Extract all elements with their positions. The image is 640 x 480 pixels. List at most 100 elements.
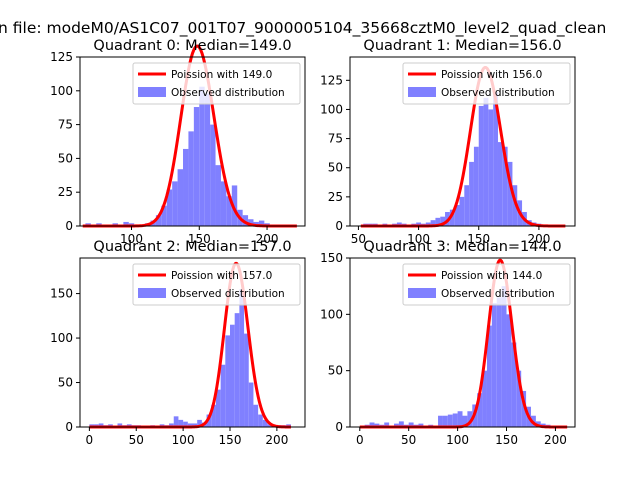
- x-tick-label-q3-4: 200: [544, 433, 567, 447]
- histogram-bar-q3-16: [442, 415, 448, 427]
- histogram-bar-q0-30: [248, 219, 254, 226]
- histogram-bar-q3-29: [506, 314, 512, 427]
- histogram-bar-q0-15: [166, 189, 173, 226]
- histogram-bar-q2-38: [267, 424, 273, 427]
- histogram-bar-q0-13: [155, 215, 162, 226]
- y-tick-label-q1-1: 25: [328, 190, 343, 204]
- histogram-bar-q0-14: [161, 205, 167, 226]
- histogram-bar-q2-27: [215, 389, 221, 427]
- histogram-bar-q2-23: [197, 419, 202, 427]
- x-tick-label-q0-2: 200: [256, 232, 279, 246]
- histogram-bar-q3-9: [408, 422, 414, 427]
- histogram-bar-q2-35: [253, 404, 259, 427]
- histogram-bar-q3-32: [521, 390, 527, 427]
- histogram-bar-q1-21: [464, 185, 470, 226]
- y-tick-label-q1-0: 0: [335, 219, 343, 233]
- histogram-bar-q2-31: [234, 313, 240, 427]
- histogram-bar-q3-19: [457, 411, 463, 427]
- histogram-bar-q3-20: [462, 415, 468, 427]
- histogram-bar-q1-31: [512, 185, 518, 226]
- histogram-bar-q1-23: [473, 146, 479, 226]
- histogram-bar-q2-26: [211, 404, 216, 427]
- x-tick-label-q2-3: 150: [219, 433, 242, 447]
- histogram-bar-q1-29: [502, 146, 508, 226]
- legend-label-observed-q3: Observed distribution: [441, 288, 555, 300]
- legend-label-poisson-q2: Poission with 157.0: [171, 270, 272, 282]
- histogram-bar-q2-37: [262, 419, 268, 427]
- legend-label-observed-q2: Observed distribution: [171, 288, 285, 300]
- histogram-bar-q3-17: [447, 414, 453, 427]
- histogram-bar-q2-6: [117, 423, 123, 427]
- x-tick-label-q2-4: 200: [265, 433, 288, 447]
- histogram-bar-q1-13: [425, 222, 431, 226]
- histogram-bar-q1-7: [396, 222, 402, 226]
- subplot-title-q1: Quadrant 1: Median=156.0: [363, 38, 561, 54]
- legend-patch-observed-q3: [408, 288, 436, 298]
- histogram-bar-q0-26: [226, 196, 232, 226]
- y-tick-label-q2-3: 150: [50, 287, 73, 301]
- histogram-bar-q0-16: [172, 181, 178, 226]
- figure-suptitle: n file: modeM0/AS1C07_001T07_9000005104_…: [0, 19, 607, 37]
- histogram-bar-q0-7: [123, 221, 129, 226]
- histogram-bar-q1-24: [478, 105, 484, 226]
- histogram-bar-q3-2: [374, 423, 380, 427]
- y-tick-label-q0-4: 100: [50, 84, 73, 98]
- histogram-bar-q3-30: [511, 342, 517, 427]
- subplot-quadrant-1: 50 100 150 200 0 25 50 75 100 125 Quadrant 1: Medi…: [320, 38, 576, 246]
- histogram-bar-q2-22: [192, 423, 198, 427]
- histogram-bar-q3-26: [491, 303, 497, 427]
- y-tick-label-q0-0: 0: [65, 219, 73, 233]
- y-tick-label-q3-0: 0: [335, 420, 343, 434]
- y-tick-label-q0-5: 125: [50, 50, 73, 64]
- histogram-bar-q1-11: [416, 222, 421, 226]
- histogram-bar-q1-19: [454, 205, 460, 226]
- legend-label-observed-q1: Observed distribution: [441, 87, 555, 99]
- x-tick-label-q0-0: 100: [120, 232, 143, 246]
- histogram-bar-q0-29: [242, 215, 249, 226]
- x-tick-label-q3-3: 150: [495, 433, 518, 447]
- x-tick-label-q2-2: 100: [172, 433, 195, 447]
- axes-frame-q1: [349, 56, 576, 227]
- histogram-bar-q1-14: [430, 220, 436, 226]
- histogram-bar-q2-20: [183, 421, 188, 427]
- y-tick-label-q0-2: 50: [58, 151, 73, 165]
- legend-box-q1: [402, 62, 571, 105]
- legend-patch-observed-q2: [138, 288, 166, 298]
- histogram-bar-q1-27: [493, 91, 498, 226]
- y-tick-label-q2-1: 50: [58, 376, 73, 390]
- axes-frame-q3: [349, 257, 576, 428]
- x-tick-label-q1-1: 100: [407, 232, 430, 246]
- x-tick-label-q1-2: 150: [467, 232, 490, 246]
- histogram-bar-q0-23: [210, 124, 216, 226]
- histogram-bar-q2-25: [206, 414, 212, 427]
- y-tick-label-q3-2: 100: [320, 307, 343, 321]
- legend-box-q0: [132, 62, 301, 105]
- legend-box-q3: [402, 263, 571, 306]
- legend-label-poisson-q1: Poission with 156.0: [441, 69, 542, 81]
- subplot-quadrant-0: 100 150 200 0 25 50 75 100 125 Quadrant 0: Median…: [50, 38, 306, 246]
- histogram-bar-q3-31: [516, 370, 522, 427]
- legend-box-q2: [132, 263, 301, 306]
- histogram-bar-q1-30: [507, 161, 513, 226]
- y-tick-label-q1-3: 75: [328, 132, 343, 146]
- x-tick-label-q1-3: 200: [527, 232, 550, 246]
- histogram-bar-q2-34: [248, 382, 254, 427]
- histogram-bar-q2-17: [169, 423, 174, 427]
- histogram-bar-q1-25: [483, 97, 489, 226]
- y-tick-label-q0-1: 25: [58, 185, 73, 199]
- subplot-title-q3: Quadrant 3: Median=144.0: [363, 239, 561, 255]
- histogram-bar-q1-15: [435, 217, 441, 226]
- legend-label-poisson-q3: Poission with 144.0: [441, 270, 542, 282]
- histogram-bar-q0-20: [193, 107, 200, 226]
- histogram-bar-q3-6: [394, 423, 399, 427]
- histogram-bar-q3-18: [452, 413, 458, 427]
- histogram-bar-q2-28: [220, 364, 226, 427]
- axes-frame-q0: [79, 56, 306, 227]
- histogram-bar-q0-21: [199, 86, 205, 227]
- x-tick-label-q1-0: 50: [351, 232, 366, 246]
- histogram-bar-q0-32: [258, 220, 265, 226]
- histogram-bar-q3-7: [398, 421, 404, 427]
- histogram-bar-q1-16: [440, 216, 446, 226]
- histogram-bar-q1-28: [497, 142, 503, 226]
